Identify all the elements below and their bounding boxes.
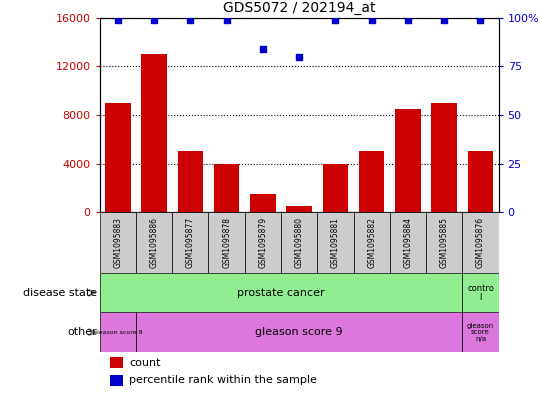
Text: percentile rank within the sample: percentile rank within the sample [129, 375, 317, 385]
Point [368, 17, 376, 23]
Text: GSM1095879: GSM1095879 [258, 217, 267, 268]
Bar [245, 212, 281, 273]
Text: GSM1095877: GSM1095877 [186, 217, 195, 268]
Text: gleason score 9: gleason score 9 [255, 327, 343, 337]
Text: GSM1095881: GSM1095881 [331, 217, 340, 268]
Bar [317, 212, 354, 273]
Point [331, 17, 340, 23]
Point [295, 53, 303, 60]
Bar [172, 212, 209, 273]
Text: GSM1095878: GSM1095878 [222, 217, 231, 268]
Point [476, 17, 485, 23]
Bar [395, 109, 420, 212]
Bar [462, 212, 499, 273]
Text: other: other [67, 327, 97, 337]
Bar [462, 273, 499, 312]
Bar [462, 312, 499, 352]
Bar [100, 212, 136, 273]
Point [404, 17, 412, 23]
Bar [136, 312, 462, 352]
Bar [390, 212, 426, 273]
Bar [136, 212, 172, 273]
Point [150, 17, 158, 23]
Text: prostate cancer: prostate cancer [237, 288, 325, 298]
Bar [209, 212, 245, 273]
Bar [250, 194, 275, 212]
Point [440, 17, 448, 23]
Bar [110, 375, 122, 386]
Text: count: count [129, 358, 161, 367]
Bar [105, 103, 130, 212]
Bar [214, 163, 239, 212]
Bar [286, 206, 312, 212]
Text: GSM1095880: GSM1095880 [295, 217, 303, 268]
Text: GSM1095884: GSM1095884 [403, 217, 412, 268]
Text: GSM1095885: GSM1095885 [440, 217, 448, 268]
Bar [426, 212, 462, 273]
Point [259, 46, 267, 52]
Bar [323, 163, 348, 212]
Bar [281, 212, 317, 273]
Point [186, 17, 195, 23]
Point [222, 17, 231, 23]
Bar [468, 151, 493, 212]
Bar [432, 103, 457, 212]
Title: GDS5072 / 202194_at: GDS5072 / 202194_at [223, 1, 375, 15]
Bar [110, 357, 122, 368]
Bar [354, 212, 390, 273]
Bar [178, 151, 203, 212]
Bar [359, 151, 384, 212]
Point [114, 17, 122, 23]
Text: GSM1095876: GSM1095876 [476, 217, 485, 268]
Bar [141, 54, 167, 212]
Text: gleason score 8: gleason score 8 [93, 330, 143, 334]
Text: GSM1095883: GSM1095883 [113, 217, 122, 268]
Text: GSM1095882: GSM1095882 [367, 217, 376, 268]
Text: GSM1095886: GSM1095886 [150, 217, 158, 268]
Text: contro
l: contro l [467, 284, 494, 302]
Text: gleason
score
n/a: gleason score n/a [467, 323, 494, 342]
Bar [100, 312, 136, 352]
Text: disease state: disease state [23, 288, 97, 298]
